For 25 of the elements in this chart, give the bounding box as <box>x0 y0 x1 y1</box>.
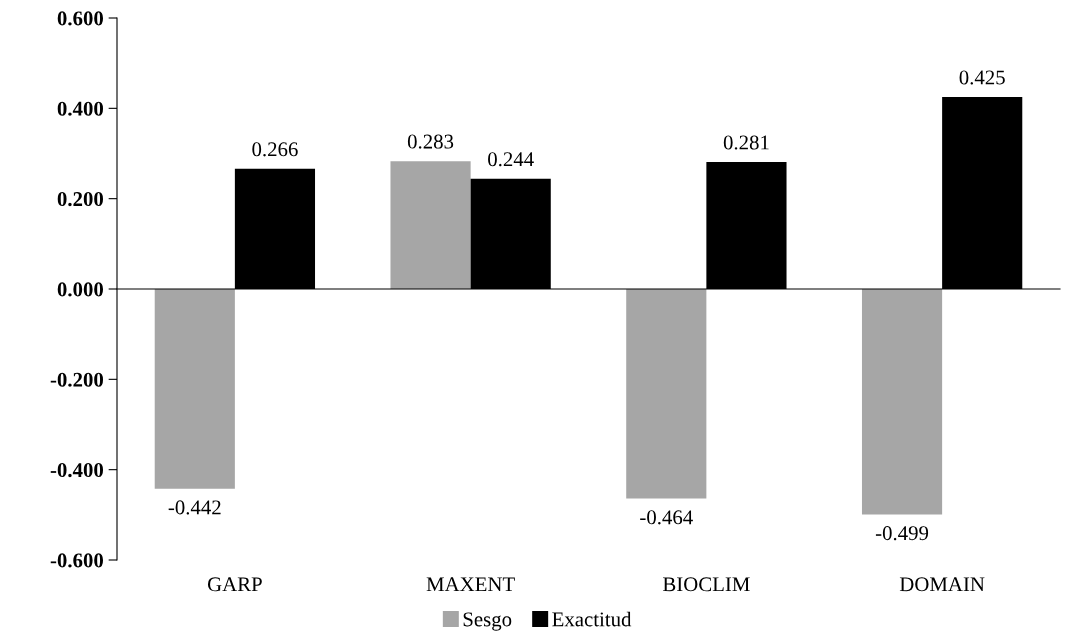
y-tick-label: 0.600 <box>57 11 104 26</box>
data-label: 0.283 <box>407 134 454 149</box>
x-tick-label: MAXENT <box>426 577 515 592</box>
y-tick-label: 0.000 <box>57 282 104 297</box>
data-label: -0.442 <box>168 500 221 515</box>
x-tick-label: BIOCLIM <box>662 577 750 592</box>
y-tick-label: -0.200 <box>50 372 104 387</box>
x-tick-label: GARP <box>207 577 262 592</box>
legend-label: Sesgo <box>463 612 512 631</box>
y-tick-label: -0.600 <box>50 553 104 568</box>
y-tick-label: -0.400 <box>50 463 104 478</box>
data-label: 0.281 <box>723 135 769 150</box>
bar <box>626 289 707 499</box>
data-label: -0.499 <box>875 526 929 541</box>
data-label: 0.244 <box>488 152 534 167</box>
data-label: 0.425 <box>959 70 1005 85</box>
x-tick-label: DOMAIN <box>899 577 985 592</box>
legend-label: Exactitud <box>552 611 632 627</box>
y-tick-label: 0.200 <box>57 192 104 207</box>
data-label: 0.266 <box>252 142 298 157</box>
bar <box>154 289 235 489</box>
bar <box>390 161 471 289</box>
y-tick-label: 0.400 <box>57 101 104 116</box>
bar <box>861 289 943 515</box>
data-label: -0.464 <box>640 510 693 525</box>
